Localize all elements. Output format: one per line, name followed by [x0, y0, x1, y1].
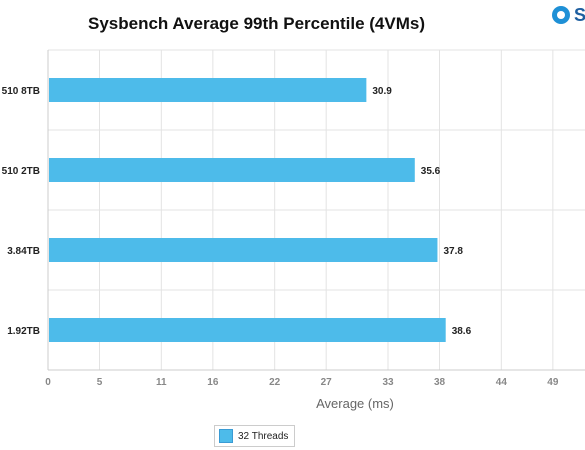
bar [49, 158, 415, 182]
y-category-label: 3.84TB [7, 246, 40, 257]
bar [49, 238, 438, 262]
bar-value-label: 38.6 [452, 326, 472, 337]
legend-label: 32 Threads [238, 430, 289, 442]
y-category-label: 510 8TB [2, 86, 40, 97]
axes: 0 5 11 16 22 27 33 38 44 49 510 8TB 510 2TB 3.84TB 1.… [2, 50, 559, 388]
bar-value-label: 30.9 [372, 86, 392, 97]
brand-text: S [574, 4, 585, 25]
bar [49, 78, 367, 102]
brand-circle-icon [552, 6, 570, 24]
bar-value-label: 35.6 [421, 166, 441, 177]
y-category-label: 1.92TB [7, 326, 40, 337]
legend-swatch [219, 429, 233, 443]
y-category-label: 510 2TB [2, 166, 40, 177]
x-tick-label: 27 [321, 377, 333, 388]
bar [49, 318, 446, 342]
x-tick-label: 33 [382, 377, 394, 388]
x-axis-title: Average (ms) [316, 396, 394, 411]
x-tick-label: 38 [434, 377, 446, 388]
x-tick-label: 49 [547, 377, 559, 388]
x-tick-label: 0 [45, 377, 51, 388]
legend[interactable]: 32 Threads [214, 425, 296, 447]
x-tick-label: 11 [156, 377, 167, 388]
grid-lines [48, 49, 585, 371]
x-tick-label: 22 [269, 377, 281, 388]
x-tick-label: 44 [496, 377, 508, 388]
bars: 30.9 35.6 37.8 38.6 [49, 78, 472, 342]
bar-value-label: 37.8 [443, 246, 463, 257]
x-tick-label: 5 [97, 377, 103, 388]
x-tick-label: 16 [207, 377, 219, 388]
chart-title: Sysbench Average 99th Percentile (4VMs) [88, 14, 425, 33]
brand-logo: S [552, 2, 585, 28]
